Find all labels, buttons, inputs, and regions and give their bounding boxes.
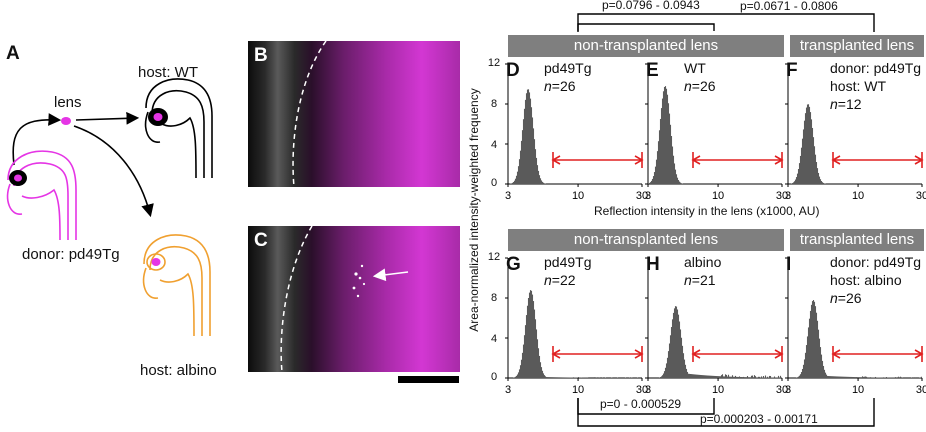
panel-label-i: I bbox=[786, 255, 791, 274]
histogram-g: 3 10 30 bbox=[505, 258, 648, 396]
histogram-bars-f bbox=[792, 104, 826, 184]
x-tick-label: 10 bbox=[852, 190, 864, 202]
panel-d-text-2: n=26 bbox=[544, 78, 576, 94]
range-arrow-d bbox=[553, 152, 642, 168]
histogram-h: 3 10 30 bbox=[645, 258, 788, 396]
x-tick-label: 10 bbox=[712, 190, 724, 202]
x-tick-label: 3 bbox=[505, 190, 511, 202]
panel-label-d: D bbox=[506, 61, 520, 80]
panel-label-g: G bbox=[506, 255, 521, 274]
panel-label-f: F bbox=[786, 61, 798, 80]
x-tick-label: 3 bbox=[785, 384, 791, 396]
panel-label-e: E bbox=[646, 61, 659, 80]
histogram-bars-d bbox=[511, 89, 546, 184]
panel-i-text-3: n=26 bbox=[830, 290, 862, 306]
range-arrow-i bbox=[833, 346, 922, 362]
panel-f-text-3: n=12 bbox=[830, 96, 862, 112]
x-tick-label: 3 bbox=[505, 384, 511, 396]
range-arrow-g bbox=[553, 346, 642, 362]
range-arrow-f bbox=[833, 152, 922, 168]
panel-e-text-1: WT bbox=[684, 60, 706, 76]
x-tick-label: 3 bbox=[645, 384, 651, 396]
panel-d-text-1: pd49Tg bbox=[544, 60, 591, 76]
range-arrow-e bbox=[693, 152, 782, 168]
panel-i-text-1: donor: pd49Tg bbox=[830, 254, 921, 270]
histogram-e: 3 10 30 bbox=[645, 64, 788, 202]
x-tick-label: 3 bbox=[645, 190, 651, 202]
x-tick-label: 10 bbox=[572, 190, 584, 202]
panel-f-text-1: donor: pd49Tg bbox=[830, 60, 921, 76]
x-tick-label: 10 bbox=[572, 384, 584, 396]
histogram-d: 3 10 30 bbox=[505, 64, 648, 202]
histogram-bars-e bbox=[649, 86, 683, 184]
panel-g-text-1: pd49Tg bbox=[544, 254, 591, 270]
x-tick-label: 3 bbox=[785, 190, 791, 202]
range-arrow-h bbox=[693, 346, 782, 362]
panel-i-text-2: host: albino bbox=[830, 272, 902, 288]
panel-h-text-1: albino bbox=[684, 254, 721, 270]
panel-f-text-2: host: WT bbox=[830, 78, 886, 94]
x-tick-label: 30 bbox=[916, 190, 926, 202]
x-tick-label: 30 bbox=[916, 384, 926, 396]
x-tick-label: 10 bbox=[852, 384, 864, 396]
panel-label-h: H bbox=[646, 255, 660, 274]
histogram-bars-g bbox=[514, 290, 638, 378]
x-tick-label: 10 bbox=[712, 384, 724, 396]
panel-h-text-2: n=21 bbox=[684, 272, 716, 288]
panel-g-text-2: n=22 bbox=[544, 272, 576, 288]
histogram-bars-i bbox=[797, 300, 922, 378]
histogram-bars-h bbox=[660, 306, 782, 378]
panel-e-text-2: n=26 bbox=[684, 78, 716, 94]
